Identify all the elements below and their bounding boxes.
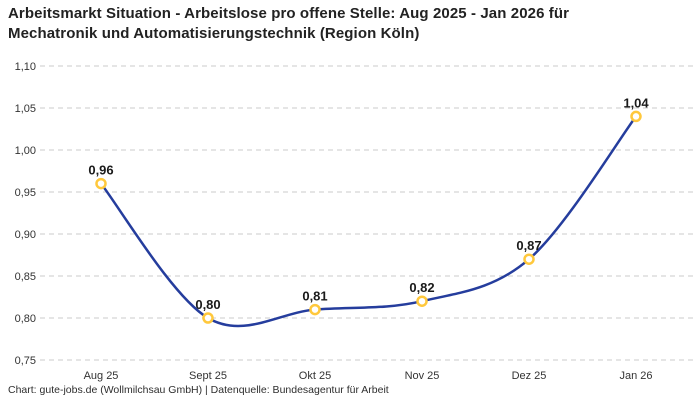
x-axis-tick-label: Sept 25 [189, 370, 227, 382]
data-point-value-label: 0,82 [409, 280, 434, 295]
data-point-value-label: 0,81 [302, 289, 327, 304]
y-axis-tick-label: 0,75 [15, 355, 36, 367]
data-point-marker [202, 312, 214, 324]
x-axis-tick-label: Aug 25 [84, 370, 119, 382]
y-axis-tick-label: 0,95 [15, 187, 36, 199]
chart-attribution: Chart: gute-jobs.de (Wollmilchsau GmbH) … [8, 384, 389, 396]
data-point-marker [309, 303, 321, 316]
data-point-marker [630, 110, 642, 123]
data-point-marker [416, 295, 428, 307]
x-axis-tick-label: Okt 25 [299, 370, 331, 382]
y-axis-tick-label: 0,90 [15, 229, 36, 241]
data-point-value-label: 0,87 [516, 238, 541, 253]
chart-title-line2: Mechatronik und Automatisierungstechnik … [8, 24, 420, 42]
data-series-line [99, 115, 638, 328]
x-axis-tick-label: Nov 25 [405, 370, 440, 382]
x-axis-tick-label: Jan 26 [619, 370, 652, 382]
y-axis-tick-label: 1,10 [15, 61, 36, 73]
data-point-value-label: 1,04 [623, 95, 649, 110]
chart-title-line1: Arbeitsmarkt Situation - Arbeitslose pro… [8, 5, 570, 22]
y-axis-tick-label: 1,05 [15, 103, 36, 115]
data-point-value-label: 0,96 [88, 163, 113, 178]
data-point-marker [523, 253, 535, 265]
y-axis-tick-label: 1,00 [15, 145, 36, 157]
data-point-value-label: 0,80 [195, 297, 220, 312]
y-axis-tick-label: 0,85 [15, 271, 36, 283]
data-point-marker [95, 177, 107, 190]
x-axis-tick-label: Dez 25 [512, 370, 547, 382]
chart-title: Arbeitsmarkt Situation - Arbeitslose pro… [8, 4, 692, 43]
y-axis-tick-label: 0,80 [15, 313, 36, 325]
